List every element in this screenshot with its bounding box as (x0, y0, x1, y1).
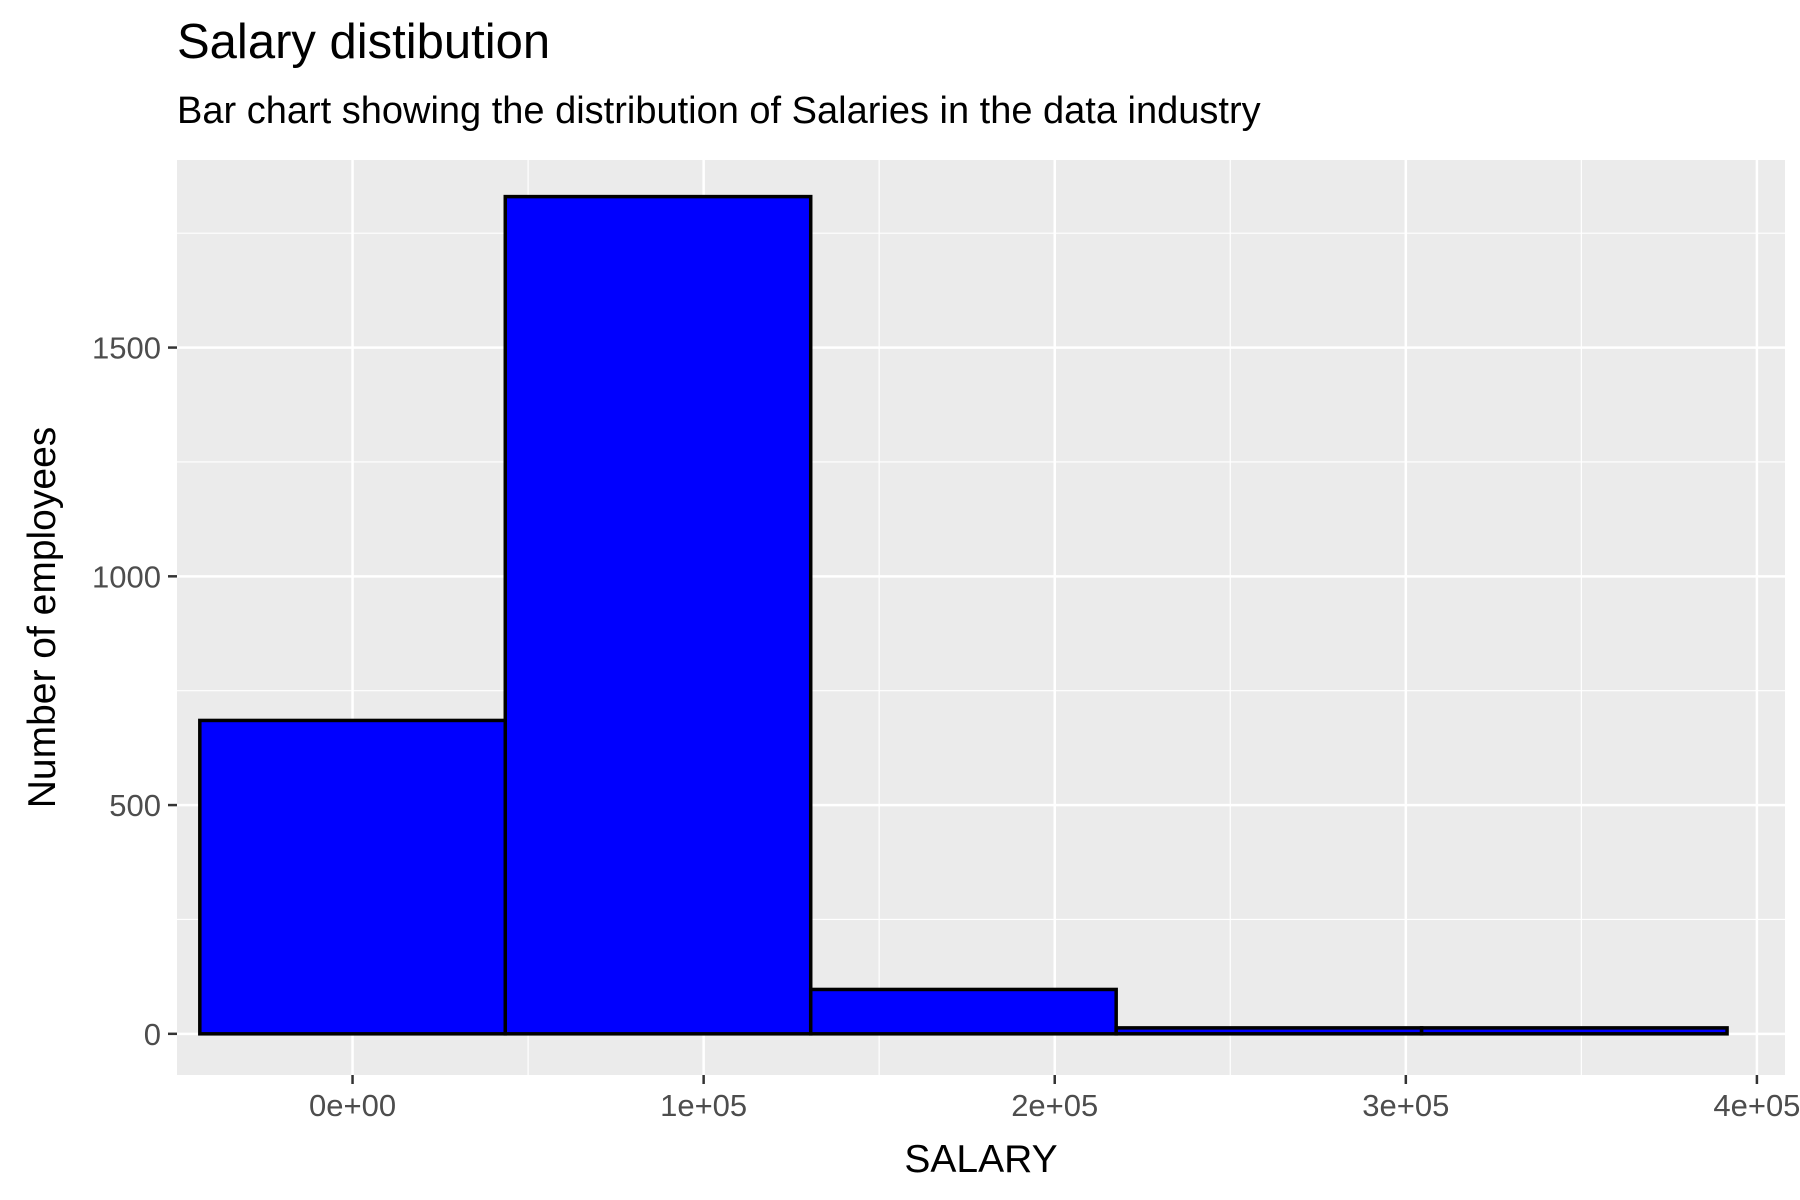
histogram-bar-2 (503, 194, 813, 1036)
chart-title: Salary distibution (177, 15, 551, 69)
x-tick-label: 1e+05 (660, 1088, 747, 1123)
y-tick-label: 0 (144, 1017, 161, 1052)
y-tick-label: 1500 (92, 331, 161, 366)
histogram-bar-4 (1114, 1026, 1424, 1036)
y-axis: 0 500 1000 1500 (92, 331, 177, 1052)
y-tick-label: 1000 (92, 559, 161, 594)
y-tick-label: 500 (109, 788, 161, 823)
histogram-bars (198, 194, 1729, 1036)
histogram-bar-1 (198, 718, 508, 1036)
chart-subtitle: Bar chart showing the distribution of Sa… (177, 90, 1261, 132)
histogram-bar-5 (1419, 1026, 1729, 1036)
x-tick-label: 0e+00 (309, 1088, 396, 1123)
x-tick-label: 3e+05 (1362, 1088, 1449, 1123)
x-tick-label: 4e+05 (1713, 1088, 1800, 1123)
x-axis-title: SALARY (904, 1138, 1057, 1181)
x-axis: 0e+00 1e+05 2e+05 3e+05 4e+05 (309, 1075, 1800, 1123)
histogram-bar-3 (808, 987, 1118, 1036)
x-tick-label: 2e+05 (1011, 1088, 1098, 1123)
y-axis-title: Number of employees (21, 427, 64, 809)
